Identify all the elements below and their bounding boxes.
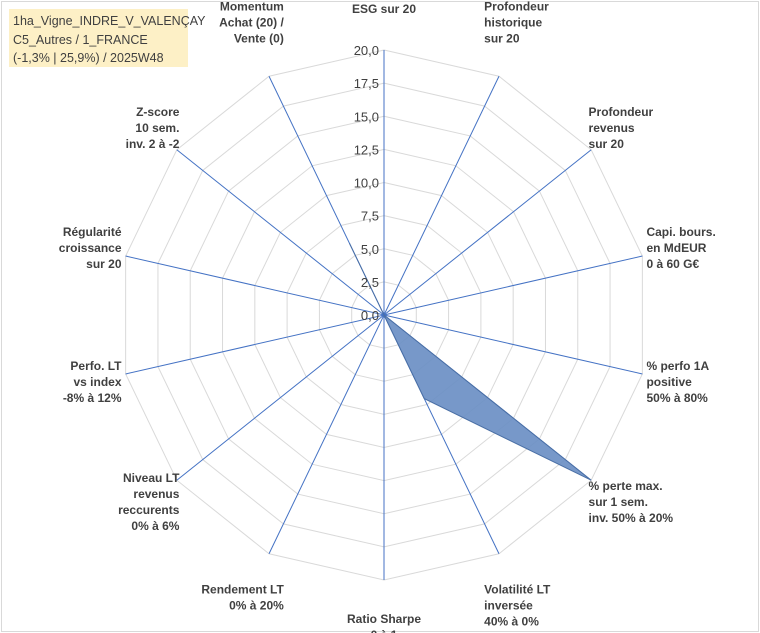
title-line-2: C5_Autres / 1_FRANCE bbox=[13, 32, 148, 47]
axis-spoke bbox=[268, 314, 385, 554]
axis-spoke bbox=[125, 314, 385, 375]
axis-spoke bbox=[383, 76, 500, 316]
chart-title-box: 1ha_Vigne_INDRE_V_VALENÇAY C5_Autres / 1… bbox=[9, 9, 206, 67]
axis-spoke bbox=[125, 255, 385, 316]
axis-label: Profondeur historique sur 20 bbox=[484, 0, 549, 46]
title-line-3: (-1,3% | 25,9%) / 2025W48 bbox=[13, 51, 164, 65]
axis-label: % perfo 1A positive 50% à 80% bbox=[646, 359, 709, 405]
axis-spoke bbox=[383, 255, 643, 316]
tick-label: 15,0 bbox=[354, 109, 379, 124]
axis-label: NoteESG sur 20 bbox=[352, 0, 416, 16]
axis-spoke bbox=[176, 149, 385, 316]
axis-label: Perfo. LT vs index -8% à 12% bbox=[63, 359, 122, 405]
axis-spoke bbox=[383, 149, 592, 316]
axis-label: Ratio Sharpe0 à 1 bbox=[347, 612, 421, 633]
title-line-1: 1ha_Vigne_INDRE_V_VALENÇAY bbox=[13, 14, 206, 28]
tick-label: 20,0 bbox=[354, 43, 379, 58]
axis-label: Capi. bours. en MdEUR 0 à 60 G€ bbox=[646, 225, 715, 271]
radial-tick-labels: 0,0 2,5 5,0 7,5 10,0 12,5 15,0 17,5 20,0 bbox=[354, 43, 379, 323]
tick-label: 5,0 bbox=[361, 242, 379, 257]
tick-label: 0,0 bbox=[361, 308, 379, 323]
axis-label: Momentum Achat (20) / Vente (0) bbox=[219, 0, 284, 46]
data-series bbox=[349, 243, 592, 481]
axis-spoke bbox=[176, 314, 385, 481]
axis-label: Volatilité LT inversée 40% à 0% bbox=[484, 582, 551, 628]
tick-label: 17,5 bbox=[354, 76, 379, 91]
axis-label: Niveau LT revenus reccurents 0% à 6% bbox=[118, 471, 180, 533]
axis-label: Rendement LT 0% à 20% bbox=[201, 582, 284, 612]
axis-label: Profondeur revenus sur 20 bbox=[589, 105, 654, 151]
axis-label: Régularité croissance sur 20 bbox=[59, 225, 122, 271]
tick-label: 10,0 bbox=[354, 176, 379, 191]
tick-label: 2,5 bbox=[361, 275, 379, 290]
series-area bbox=[349, 243, 592, 481]
tick-label: 7,5 bbox=[361, 209, 379, 224]
axis-label: Z-score 10 sem. inv. 2 à -2 bbox=[126, 105, 180, 151]
axis-label: % perte max. sur 1 sem. inv. 50% à 20% bbox=[589, 479, 674, 525]
tick-label: 12,5 bbox=[354, 142, 379, 157]
axis-spoke bbox=[383, 314, 643, 375]
